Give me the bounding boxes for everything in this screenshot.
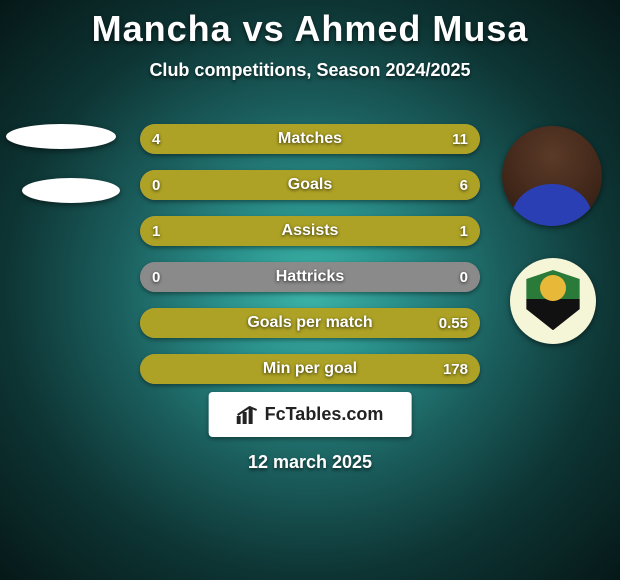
page-subtitle: Club competitions, Season 2024/2025: [0, 60, 620, 81]
stat-value-right: 1: [460, 216, 468, 246]
stat-row: 178Min per goal: [140, 354, 480, 384]
stat-value-left: 1: [152, 216, 160, 246]
stat-value-right: 178: [443, 354, 468, 384]
stat-bar-right: [232, 124, 480, 154]
stat-value-right: 0: [460, 262, 468, 292]
brand-text: FcTables.com: [265, 404, 384, 425]
stat-value-right: 6: [460, 170, 468, 200]
stat-row: 00Hattricks: [140, 262, 480, 292]
stat-row: 411Matches: [140, 124, 480, 154]
stat-value-right: 11: [452, 124, 468, 154]
stat-bar-right: [310, 216, 480, 246]
stat-value-left: 4: [152, 124, 160, 154]
stat-bar-right: [140, 308, 480, 338]
stat-bar-left: [140, 262, 310, 292]
club-right-badge: [510, 258, 596, 344]
stat-value-left: 0: [152, 170, 160, 200]
player-left-avatar: [6, 124, 116, 149]
comparison-card: Mancha vs Ahmed Musa Club competitions, …: [0, 0, 620, 580]
footer-date: 12 march 2025: [0, 452, 620, 473]
stat-value-right: 0.55: [439, 308, 468, 338]
stat-bar-right: [140, 354, 480, 384]
brand-badge: FcTables.com: [209, 392, 412, 437]
stat-row: 06Goals: [140, 170, 480, 200]
stat-bar-left: [140, 216, 310, 246]
stats-container: 411Matches06Goals11Assists00Hattricks0.5…: [140, 124, 480, 400]
club-badge-icon: [510, 258, 596, 344]
stat-row: 11Assists: [140, 216, 480, 246]
page-title: Mancha vs Ahmed Musa: [0, 0, 620, 50]
player-face-icon: [502, 126, 602, 226]
stat-value-left: 0: [152, 262, 160, 292]
club-left-badge: [22, 178, 120, 203]
stat-row: 0.55Goals per match: [140, 308, 480, 338]
brand-chart-icon: [237, 406, 259, 424]
stat-bar-right: [310, 262, 480, 292]
player-right-avatar: [502, 126, 602, 226]
stat-bar-right: [140, 170, 480, 200]
